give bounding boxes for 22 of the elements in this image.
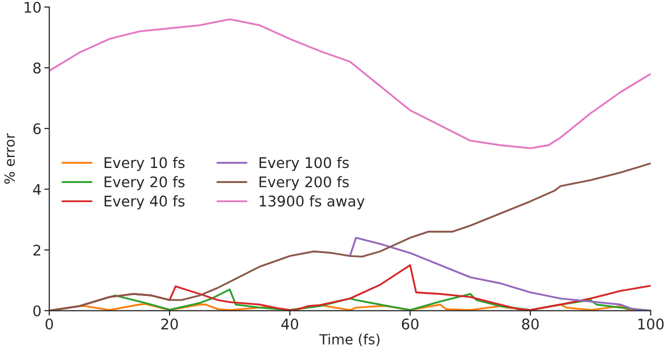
legend-label: Every 40 fs [104,195,185,210]
y-tick-label: 10 [24,2,41,13]
x-tick-label: 60 [402,318,418,330]
line-series [49,18,651,150]
y-tick-label: 4 [33,184,41,195]
y-tick-label: 6 [33,123,41,134]
legend-label: Every 20 fs [104,176,185,190]
y-axis-title: % error [4,133,15,184]
x-tick-label: 40 [281,318,298,330]
x-tick-label: 80 [522,318,539,330]
y-tick-label: 0 [33,305,41,316]
x-tick-label: 100 [638,318,664,330]
x-axis-title: Time (fs) [319,334,380,346]
y-tick-label: 2 [33,244,40,256]
legend-label: Every 10 fs [104,156,185,171]
legend-label: Every 100 fs [260,156,349,171]
y-tick-label: 8 [33,62,41,74]
legend-label: 13900 fs away [260,195,365,210]
legend-label: Every 200 fs [260,176,349,190]
x-tick-label: 20 [161,318,178,330]
line-series [349,236,651,311]
x-tick-label: 0 [46,318,53,330]
